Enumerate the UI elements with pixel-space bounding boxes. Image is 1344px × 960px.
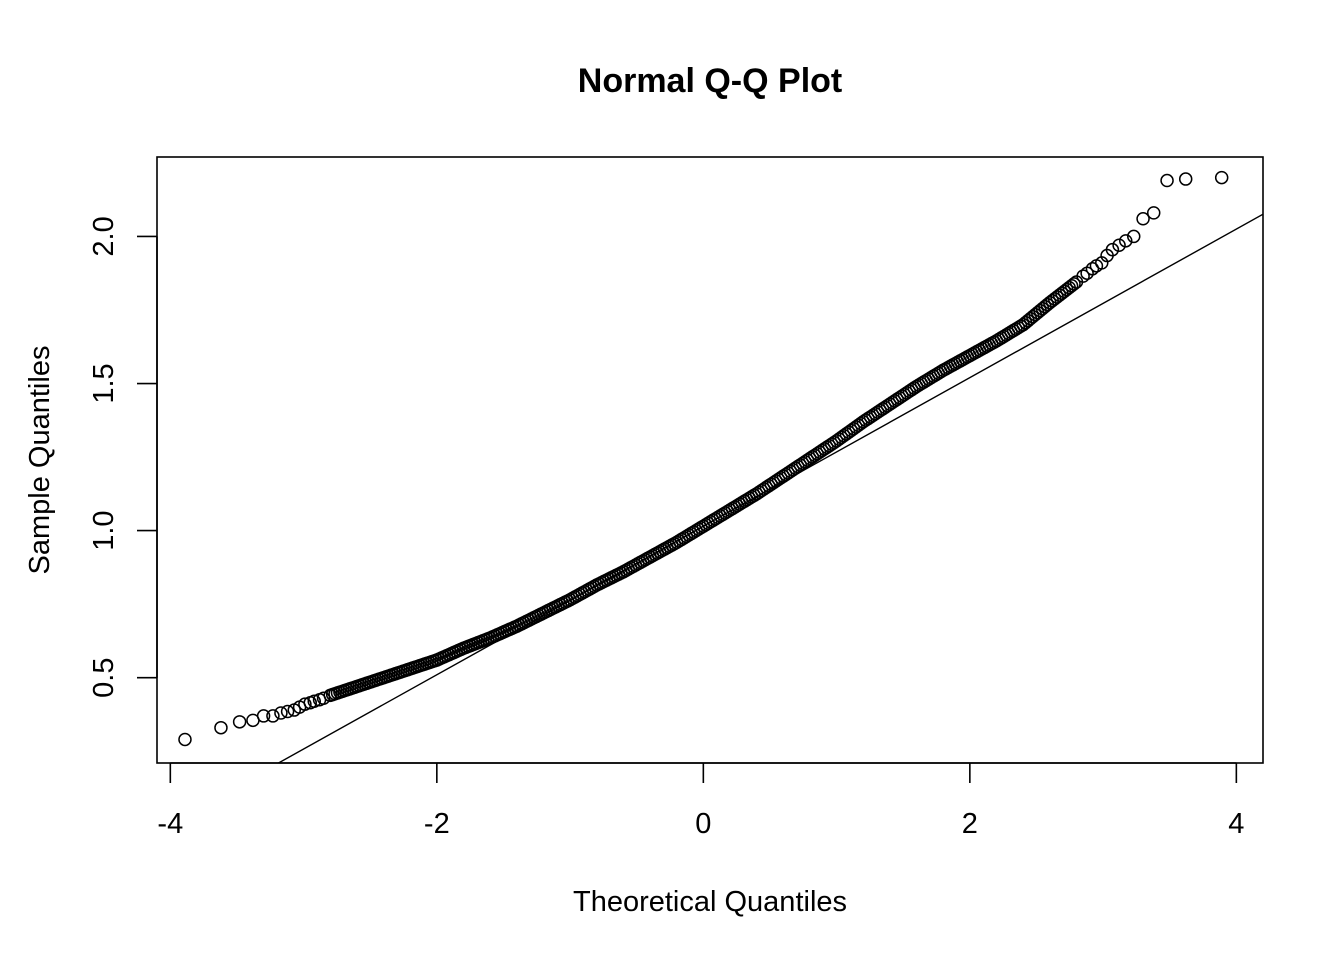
data-point xyxy=(214,720,228,735)
data-point xyxy=(1126,229,1141,244)
x-tick-label: 2 xyxy=(962,808,978,840)
y-tick-label: 1.0 xyxy=(88,510,120,550)
data-point xyxy=(1076,269,1090,283)
data-point xyxy=(1112,238,1126,252)
x-tick-label: 4 xyxy=(1228,808,1244,840)
x-axis-label: Theoretical Quantiles xyxy=(573,886,847,918)
chart-title: Normal Q-Q Plot xyxy=(578,62,842,100)
data-point xyxy=(298,697,312,711)
y-tick-label: 0.5 xyxy=(88,658,120,698)
data-points xyxy=(178,170,1229,747)
data-point xyxy=(1085,262,1100,276)
data-point xyxy=(274,706,288,720)
data-point xyxy=(266,709,280,723)
y-tick-label: 2.0 xyxy=(88,216,120,256)
x-tick-label: 0 xyxy=(695,808,711,840)
data-point xyxy=(316,691,331,706)
data-point xyxy=(1136,212,1150,226)
y-axis: 0.5 1.0 1.5 2.0 xyxy=(88,216,158,698)
data-point xyxy=(1119,234,1133,248)
x-tick-label: -2 xyxy=(424,808,450,840)
x-tick-label: -4 xyxy=(157,808,183,840)
data-point xyxy=(1146,206,1161,220)
data-point xyxy=(1105,242,1120,257)
data-point xyxy=(1067,277,1081,291)
data-point xyxy=(1214,170,1229,185)
data-point xyxy=(178,732,192,747)
data-point xyxy=(1178,172,1193,186)
plot-frame xyxy=(156,156,1264,764)
data-point xyxy=(1160,173,1174,188)
data-point xyxy=(232,715,247,729)
data-point xyxy=(307,694,321,708)
y-axis-label: Sample Quantiles xyxy=(24,346,56,575)
y-tick-label: 1.5 xyxy=(88,363,120,403)
x-axis: -4 -2 0 2 4 xyxy=(157,762,1244,840)
data-point xyxy=(280,704,295,719)
data-point xyxy=(256,709,271,723)
